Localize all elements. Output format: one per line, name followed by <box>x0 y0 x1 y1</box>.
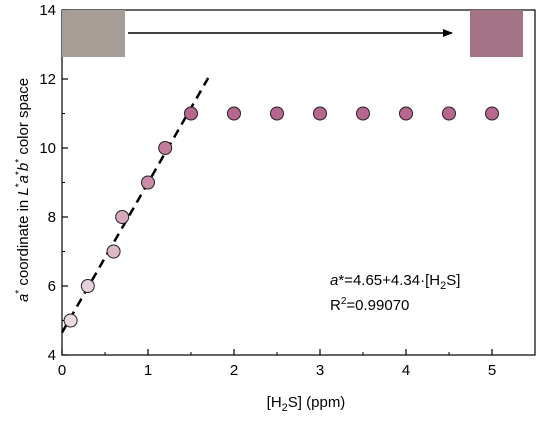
x-tick-label: 5 <box>488 362 496 379</box>
data-point <box>184 106 198 121</box>
x-axis-title: [H2S] (ppm) <box>267 394 346 414</box>
fit-equation: a*=4.65+4.34·[H2S] <box>330 272 460 292</box>
data-point <box>356 106 370 121</box>
data-point <box>227 106 241 121</box>
y-tick-label: 4 <box>48 347 56 364</box>
y-tick-label: 6 <box>48 278 56 295</box>
plot-frame <box>61 9 536 356</box>
data-point <box>270 106 284 121</box>
y-tick-label: 8 <box>48 209 56 226</box>
y-axis-title: a* coordinate in L*a*b* color space <box>14 78 32 302</box>
x-tick-label: 1 <box>144 362 152 379</box>
data-point <box>115 210 130 224</box>
x-tick-label: 3 <box>316 362 324 379</box>
x-tick-label: 0 <box>58 362 66 379</box>
color-swatch-high <box>470 10 523 57</box>
y-tick-label: 12 <box>39 71 56 88</box>
data-point <box>141 175 155 190</box>
data-point <box>313 106 327 121</box>
x-tick-label: 2 <box>230 362 238 379</box>
y-tick-label: 10 <box>39 140 56 157</box>
data-point <box>63 313 78 328</box>
color-swatch-low <box>62 10 125 57</box>
data-point <box>80 279 95 293</box>
x-tick-label: 4 <box>402 362 410 379</box>
data-point <box>485 106 499 121</box>
r-squared-value: R2=0.99070 <box>330 296 409 314</box>
data-point <box>158 141 173 155</box>
data-point <box>399 106 413 121</box>
data-point <box>442 106 456 121</box>
y-tick-label: 14 <box>39 2 56 19</box>
data-point <box>106 244 121 259</box>
